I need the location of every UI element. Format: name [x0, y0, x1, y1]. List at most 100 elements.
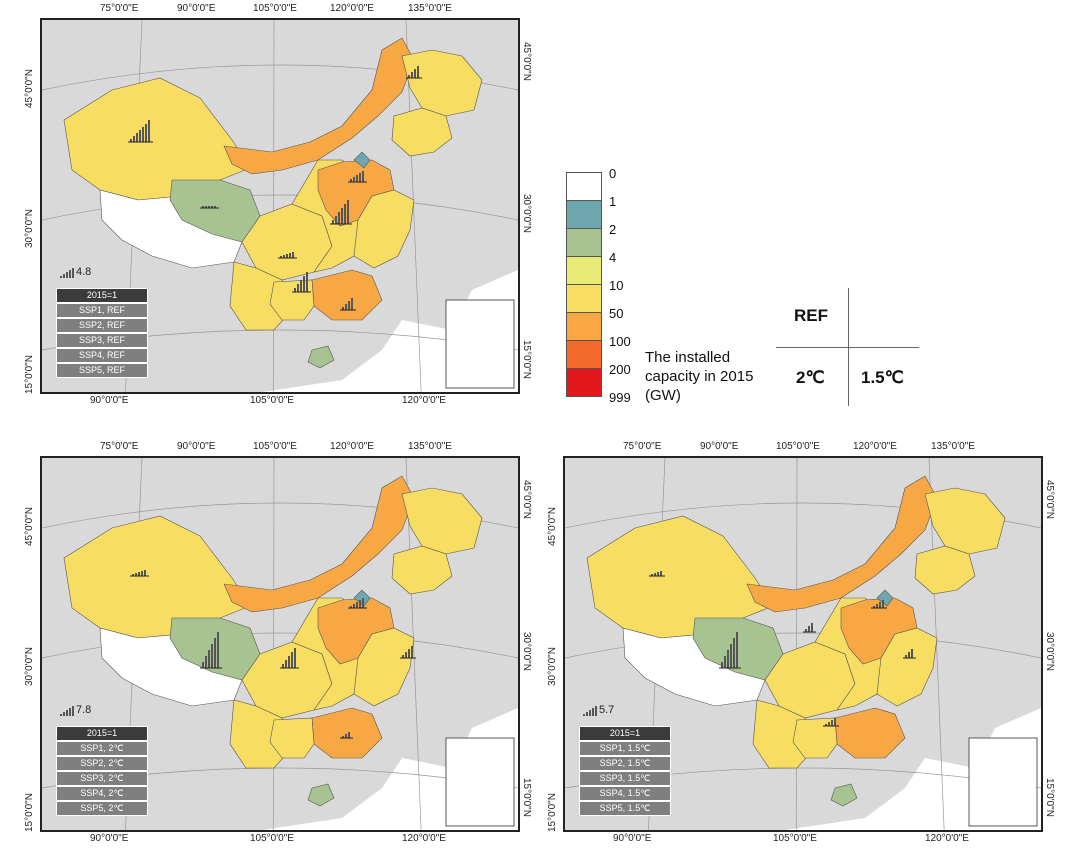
grid-hline: [776, 347, 919, 348]
province-bar: [353, 604, 355, 608]
province-bar: [132, 574, 134, 576]
map-legend-entry: SSP5, 1.5℃: [579, 801, 671, 816]
china-map: [42, 20, 518, 392]
bottom-axis-tick: 105°0'0"E: [250, 833, 294, 844]
top-axis-tick: 90°0'0"E: [177, 3, 216, 14]
province-bar: [291, 652, 293, 668]
province-bar: [303, 276, 305, 292]
province-bar: [142, 127, 144, 142]
bottom-axis-tick: 105°0'0"E: [773, 833, 817, 844]
top-axis-tick: 105°0'0"E: [776, 441, 820, 452]
province-bar-group: [128, 120, 153, 143]
province-bar: [724, 656, 726, 668]
province-bar: [289, 253, 291, 258]
province-bar: [345, 304, 347, 310]
scale-value-label: 5.7: [599, 704, 615, 716]
map-legend-entry: 2015=1: [56, 288, 148, 303]
province-bar-group: [719, 632, 741, 669]
province-bar-group: [903, 649, 916, 659]
province-guangdong: [311, 707, 383, 759]
province-bar: [651, 574, 653, 576]
province-heilongjiang: [401, 487, 483, 555]
colorbar-swatch: [566, 172, 602, 201]
colorbar-tick-label: 50: [609, 306, 624, 321]
colorbar-swatch: [566, 368, 602, 397]
colorbar-swatch: [566, 284, 602, 313]
province-bar: [356, 175, 358, 182]
province-bar: [285, 660, 287, 668]
province-bar: [908, 652, 910, 658]
province-bar: [362, 171, 364, 182]
province-bar-group: [130, 570, 149, 577]
province-east: [353, 189, 415, 269]
colorbar-title-line-1: The installed: [645, 349, 731, 366]
province-jilin-liao: [391, 545, 453, 595]
province-bar: [133, 136, 135, 142]
scale-icon-bar: [583, 714, 585, 716]
province-bar: [338, 212, 340, 224]
scale-icon-bar: [69, 708, 71, 716]
province-guangdong: [834, 707, 906, 759]
province-bar: [202, 206, 204, 208]
top-axis-tick: 105°0'0"E: [253, 441, 297, 452]
province-guangdong: [311, 269, 383, 321]
left-axis-tick: 15°0'0"N: [24, 793, 35, 832]
province-bar: [136, 133, 138, 142]
province-jilin-liao: [914, 545, 976, 595]
map-legend-entry: SSP3, REF: [56, 333, 148, 348]
map-legend-entry: 2015=1: [579, 726, 671, 741]
province-bar: [294, 648, 296, 668]
scale-icon-bar: [69, 270, 71, 278]
province-bar: [408, 75, 410, 78]
province-bar: [297, 284, 299, 292]
left-axis-tick: 15°0'0"N: [547, 793, 558, 832]
colorbar-title: The installed capacity in 2015 (GW): [645, 348, 753, 405]
province-jilin-liao: [391, 107, 453, 157]
left-axis-tick: 45°0'0"N: [24, 69, 35, 108]
province-bar-group: [871, 600, 887, 609]
province-heilongjiang: [924, 487, 1006, 555]
province-beijing: [353, 151, 371, 169]
province-bar: [202, 662, 204, 668]
top-axis-tick: 120°0'0"E: [853, 441, 897, 452]
province-bar: [356, 602, 358, 608]
scale-value-label: 4.8: [76, 266, 92, 278]
province-hainan: [307, 345, 335, 369]
map-legend-entry: SSP1, REF: [56, 303, 148, 318]
province-hainan: [830, 783, 858, 807]
province-bar: [733, 638, 735, 668]
top-axis-tick: 90°0'0"E: [177, 441, 216, 452]
colorbar-tick-label: 4: [609, 250, 617, 265]
map-legend-entry: SSP1, 1.5℃: [579, 741, 671, 756]
province-bar: [825, 724, 827, 726]
province-xinjiang: [586, 515, 774, 639]
scale-value-label: 7.8: [76, 704, 92, 716]
scale-icon-bar: [595, 706, 597, 716]
right-axis-tick: 45°0'0"N: [1044, 480, 1055, 519]
colorbar-tick-label: 10: [609, 278, 624, 293]
province-bar: [402, 655, 404, 658]
map-legend-entry: SSP2, 2℃: [56, 756, 148, 771]
top-axis-tick: 75°0'0"E: [100, 441, 139, 452]
right-axis-tick: 15°0'0"N: [521, 340, 532, 379]
left-axis-tick: 30°0'0"N: [24, 209, 35, 248]
province-bar: [145, 124, 147, 142]
scale-icon: [60, 268, 74, 278]
province-bar: [359, 600, 361, 608]
province-bar: [208, 206, 210, 208]
province-guangxi: [269, 717, 315, 759]
colorbar-tick-label: 2: [609, 222, 617, 237]
province-bar: [348, 301, 350, 310]
province-bar: [405, 652, 407, 658]
left-axis-tick: 30°0'0"N: [24, 647, 35, 686]
province-bar-group: [200, 632, 222, 669]
province-bar: [350, 606, 352, 608]
province-bar: [350, 179, 352, 182]
colorbar-title-line-2: capacity in 2015: [645, 368, 754, 385]
province-bar: [873, 606, 875, 608]
scale-icon: [60, 706, 74, 716]
map-legend-entry: SSP5, REF: [56, 363, 148, 378]
map-frame: [40, 456, 520, 832]
province-bar: [292, 252, 294, 258]
grid-2c-label: 2℃: [796, 368, 825, 387]
